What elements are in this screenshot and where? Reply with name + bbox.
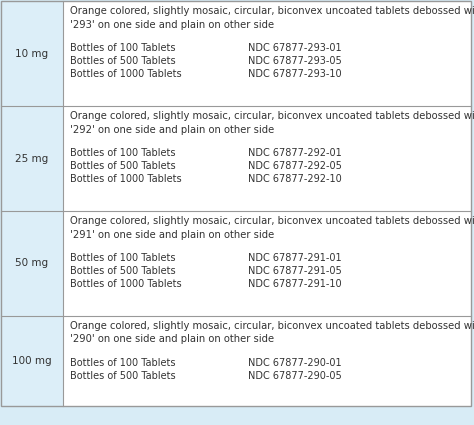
Text: '293' on one side and plain on other side: '293' on one side and plain on other sid… (70, 20, 274, 29)
Text: Orange colored, slightly mosaic, circular, biconvex uncoated tablets debossed wi: Orange colored, slightly mosaic, circula… (70, 111, 474, 121)
Text: Bottles of 1000 Tablets: Bottles of 1000 Tablets (70, 174, 182, 184)
Text: NDC 67877-292-10: NDC 67877-292-10 (248, 174, 342, 184)
Text: NDC 67877-291-05: NDC 67877-291-05 (248, 266, 342, 276)
Bar (1, 106, 63, 211)
Text: '291' on one side and plain on other side: '291' on one side and plain on other sid… (70, 230, 274, 240)
Text: 100 mg: 100 mg (12, 356, 52, 366)
Text: Bottles of 500 Tablets: Bottles of 500 Tablets (70, 56, 176, 66)
Text: NDC 67877-290-01: NDC 67877-290-01 (248, 358, 342, 368)
Text: NDC 67877-293-05: NDC 67877-293-05 (248, 56, 342, 66)
Text: '290' on one side and plain on other side: '290' on one side and plain on other sid… (70, 334, 274, 345)
Text: 50 mg: 50 mg (16, 258, 48, 269)
Bar (63, 211, 471, 316)
Text: NDC 67877-291-10: NDC 67877-291-10 (248, 279, 342, 289)
Text: 25 mg: 25 mg (15, 153, 49, 164)
Text: Orange colored, slightly mosaic, circular, biconvex uncoated tablets debossed wi: Orange colored, slightly mosaic, circula… (70, 216, 474, 226)
Text: NDC 67877-293-10: NDC 67877-293-10 (248, 69, 342, 79)
Text: Orange colored, slightly mosaic, circular, biconvex uncoated tablets debossed wi: Orange colored, slightly mosaic, circula… (70, 6, 474, 16)
Text: Bottles of 100 Tablets: Bottles of 100 Tablets (70, 253, 175, 263)
Text: 10 mg: 10 mg (16, 48, 48, 59)
Bar (63, 1, 471, 106)
Text: Bottles of 1000 Tablets: Bottles of 1000 Tablets (70, 279, 182, 289)
Bar (1, 316, 63, 406)
Bar (1, 211, 63, 316)
Text: Bottles of 500 Tablets: Bottles of 500 Tablets (70, 266, 176, 276)
Text: Orange colored, slightly mosaic, circular, biconvex uncoated tablets debossed wi: Orange colored, slightly mosaic, circula… (70, 321, 474, 331)
Bar (63, 316, 471, 406)
Text: NDC 67877-290-05: NDC 67877-290-05 (248, 371, 342, 381)
Text: Bottles of 500 Tablets: Bottles of 500 Tablets (70, 371, 176, 381)
Text: Bottles of 100 Tablets: Bottles of 100 Tablets (70, 43, 175, 53)
Text: '292' on one side and plain on other side: '292' on one side and plain on other sid… (70, 125, 274, 134)
Text: NDC 67877-292-01: NDC 67877-292-01 (248, 148, 342, 158)
Bar (63, 106, 471, 211)
Text: Bottles of 500 Tablets: Bottles of 500 Tablets (70, 161, 176, 171)
Text: Bottles of 100 Tablets: Bottles of 100 Tablets (70, 148, 175, 158)
Text: NDC 67877-293-01: NDC 67877-293-01 (248, 43, 342, 53)
Text: Bottles of 100 Tablets: Bottles of 100 Tablets (70, 358, 175, 368)
Text: Bottles of 1000 Tablets: Bottles of 1000 Tablets (70, 69, 182, 79)
Text: NDC 67877-291-01: NDC 67877-291-01 (248, 253, 342, 263)
Text: NDC 67877-292-05: NDC 67877-292-05 (248, 161, 342, 171)
Bar (1, 1, 63, 106)
